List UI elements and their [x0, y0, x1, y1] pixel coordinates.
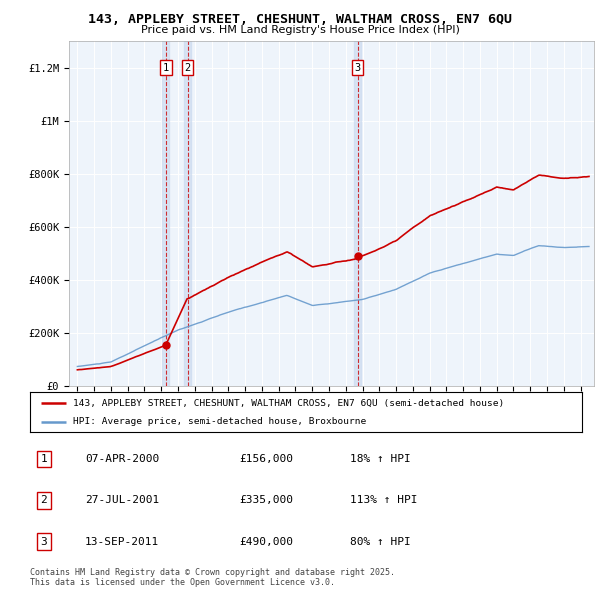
Text: £490,000: £490,000: [240, 537, 294, 546]
Bar: [184, 41, 191, 386]
Text: 2: 2: [40, 496, 47, 505]
Text: 1: 1: [40, 454, 47, 464]
Bar: [163, 41, 169, 386]
Text: 1: 1: [163, 63, 169, 73]
Text: HPI: Average price, semi-detached house, Broxbourne: HPI: Average price, semi-detached house,…: [73, 417, 367, 427]
Text: 143, APPLEBY STREET, CHESHUNT, WALTHAM CROSS, EN7 6QU (semi-detached house): 143, APPLEBY STREET, CHESHUNT, WALTHAM C…: [73, 398, 505, 408]
Bar: [355, 41, 361, 386]
Text: 3: 3: [40, 537, 47, 546]
Text: £156,000: £156,000: [240, 454, 294, 464]
Text: 2: 2: [184, 63, 191, 73]
Text: Contains HM Land Registry data © Crown copyright and database right 2025.
This d: Contains HM Land Registry data © Crown c…: [30, 568, 395, 587]
Text: 3: 3: [355, 63, 361, 73]
Text: 18% ↑ HPI: 18% ↑ HPI: [350, 454, 411, 464]
Text: 80% ↑ HPI: 80% ↑ HPI: [350, 537, 411, 546]
Text: 07-APR-2000: 07-APR-2000: [85, 454, 160, 464]
Text: 13-SEP-2011: 13-SEP-2011: [85, 537, 160, 546]
Text: £335,000: £335,000: [240, 496, 294, 505]
Text: Price paid vs. HM Land Registry's House Price Index (HPI): Price paid vs. HM Land Registry's House …: [140, 25, 460, 35]
Text: 143, APPLEBY STREET, CHESHUNT, WALTHAM CROSS, EN7 6QU: 143, APPLEBY STREET, CHESHUNT, WALTHAM C…: [88, 13, 512, 26]
Text: 113% ↑ HPI: 113% ↑ HPI: [350, 496, 418, 505]
Text: 27-JUL-2001: 27-JUL-2001: [85, 496, 160, 505]
